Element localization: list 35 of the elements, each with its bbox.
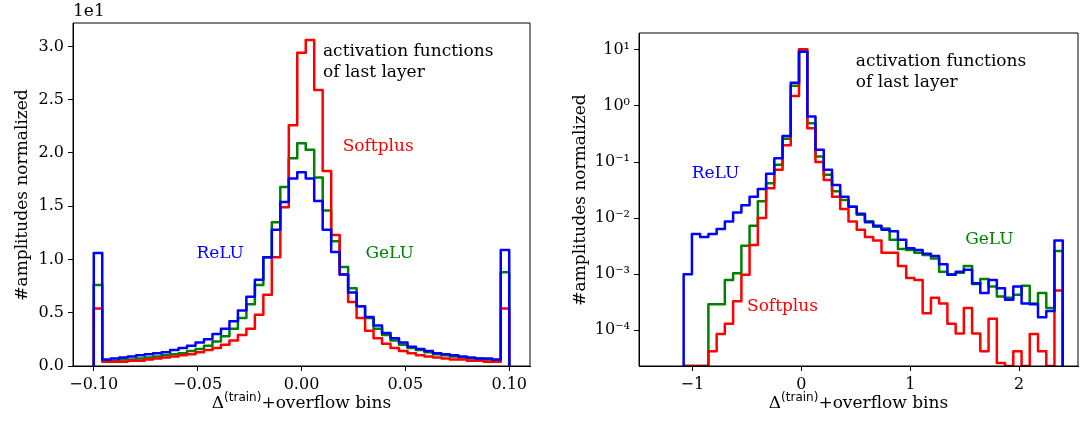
x-tick-label: 0.10 (491, 373, 528, 393)
x-tick-label: 0.05 (387, 373, 424, 393)
x-axis-title: Δ$^{(train)}$+overflow bins (768, 390, 949, 412)
y-tick-label: 10⁰ (603, 95, 630, 115)
x-tick-label: −0.10 (69, 373, 119, 393)
series-label: ReLU (196, 242, 244, 264)
y-axis-title: #amplitudes normalized (569, 93, 591, 306)
y-tick-label: 10⁻⁴ (594, 319, 630, 339)
x-axis-title: Δ$^{(train)}$+overflow bins (211, 390, 392, 412)
y-tick-label: 10⁻³ (594, 263, 630, 283)
y-tick-label: 10⁻¹ (594, 151, 630, 171)
y-tick-label: 10¹ (603, 39, 630, 59)
series-label: GeLU (965, 228, 1014, 251)
annotation: activation functions of last layer (322, 40, 495, 83)
y-axis-title: #amplitudes normalized (11, 88, 33, 301)
series-label: ReLU (691, 162, 740, 184)
y-tick-label: 10⁻² (594, 207, 630, 227)
y-tick-label: 2.5 (38, 88, 64, 108)
y-tick-label: 3.0 (38, 35, 64, 55)
x-tick-label: 0 (796, 373, 807, 393)
annotation: activation functions of last layer (855, 49, 1028, 93)
y-tick-label: 1.0 (38, 248, 64, 268)
x-tick-label: −0.05 (173, 373, 223, 393)
y-tick-label: 0.0 (38, 355, 64, 375)
y-tick-label: 0.5 (38, 301, 64, 321)
x-tick-label: 1 (905, 373, 916, 393)
y-tick-label: 1.5 (38, 195, 64, 215)
x-tick-label: 0.00 (283, 373, 320, 393)
series-label: Softplus (746, 295, 818, 317)
x-tick-label: −1 (680, 373, 705, 393)
text: 1e1 (73, 0, 105, 22)
series-label: GeLU (365, 242, 414, 264)
y-tick-label: 2.0 (38, 142, 64, 162)
x-tick-label: 2 (1014, 373, 1025, 393)
series-label: Softplus (342, 135, 414, 158)
